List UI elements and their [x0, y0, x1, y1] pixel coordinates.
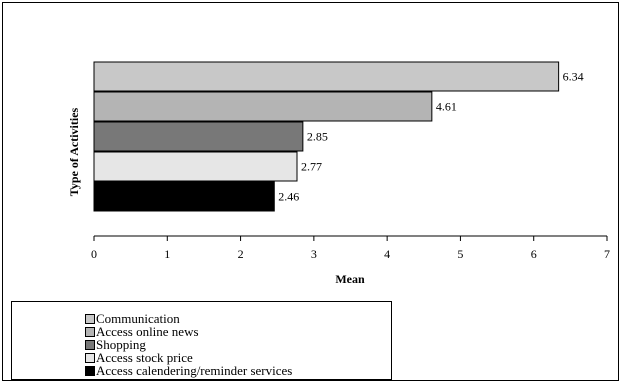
x-tick-label: 4 [384, 247, 390, 261]
legend-label: Communication [96, 311, 180, 326]
legend-swatch [85, 340, 95, 350]
x-tick-label: 6 [531, 247, 537, 261]
x-axis-title: Mean [335, 272, 365, 286]
bar-1 [93, 61, 560, 92]
legend-label: Access online news [96, 324, 199, 339]
legend-label: Shopping [96, 337, 146, 352]
x-tick-label: 7 [604, 247, 610, 261]
bar-3 [93, 121, 304, 152]
y-axis-title: Type of Activities [67, 107, 81, 196]
bars-layer [93, 61, 560, 212]
legend: Communication Access online news Shoppin… [11, 301, 392, 380]
bar-5 [93, 181, 275, 212]
x-tick-label: 5 [457, 247, 463, 261]
bar-2 [93, 91, 433, 122]
x-tick-label: 0 [91, 247, 97, 261]
legend-label: Access stock price [96, 350, 193, 365]
legend-swatch [85, 353, 95, 363]
data-labels-layer: 6.34 4.61 2.85 2.77 2.46 [278, 70, 583, 204]
legend-swatch [85, 366, 95, 376]
legend-swatch [85, 327, 95, 337]
x-tick-label: 1 [164, 247, 170, 261]
legend-swatch [85, 314, 95, 324]
data-label: 4.61 [436, 100, 457, 114]
data-label: 6.34 [563, 70, 584, 84]
x-ticks-layer: 0 1 2 3 4 5 6 7 [91, 236, 610, 261]
x-tick-label: 2 [238, 247, 244, 261]
data-label: 2.46 [278, 190, 299, 204]
x-tick-label: 3 [311, 247, 317, 261]
bar-4 [93, 151, 298, 182]
data-label: 2.85 [307, 130, 328, 144]
legend-label: Access calendering/reminder services [96, 363, 293, 378]
data-label: 2.77 [301, 160, 322, 174]
